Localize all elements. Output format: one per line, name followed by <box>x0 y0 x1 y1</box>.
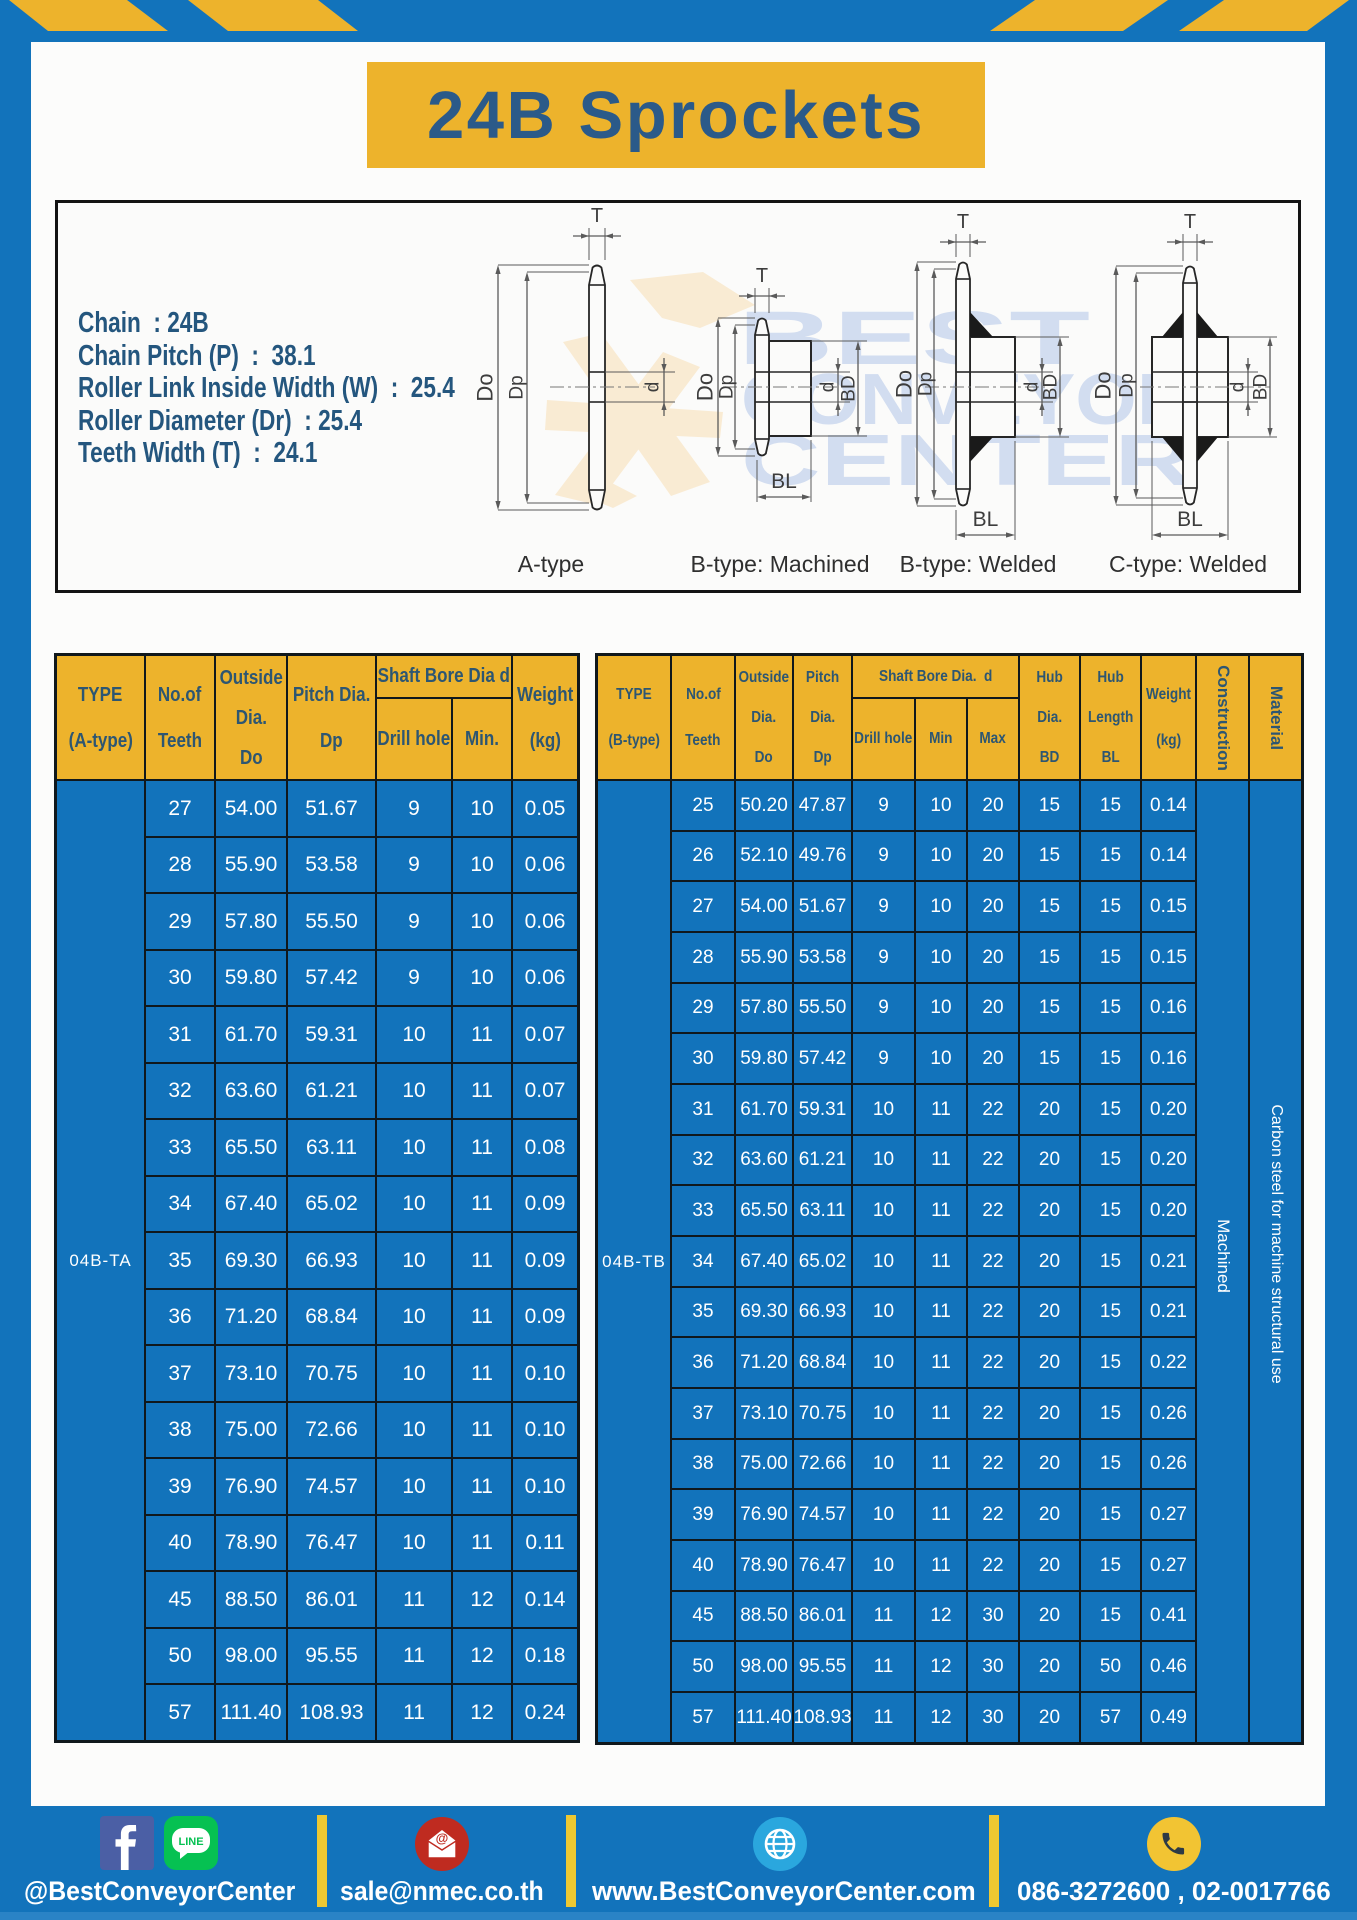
svg-text:Do: Do <box>693 373 718 401</box>
svg-text:B-type: Machined: B-type: Machined <box>691 551 870 577</box>
svg-text:A-type: A-type <box>518 551 584 577</box>
svg-text:Dp: Dp <box>507 375 528 399</box>
svg-text:C-type: Welded: C-type: Welded <box>1109 551 1267 577</box>
svg-text:@: @ <box>436 1831 449 1846</box>
svg-text:Dp: Dp <box>1117 373 1138 397</box>
svg-text:LINE: LINE <box>178 1836 203 1848</box>
svg-text:d: d <box>818 382 839 393</box>
svg-text:Do: Do <box>892 370 917 398</box>
svg-text:d: d <box>1228 382 1249 393</box>
svg-text:Dp: Dp <box>916 372 937 396</box>
svg-text:d: d <box>643 382 664 393</box>
svg-text:BD: BD <box>839 375 860 401</box>
svg-text:Do: Do <box>1091 371 1116 399</box>
svg-text:d: d <box>1022 382 1043 393</box>
svg-text:T: T <box>756 265 768 287</box>
svg-text:BL: BL <box>1177 508 1203 531</box>
svg-text:BD: BD <box>1251 374 1272 400</box>
svg-text:BD: BD <box>1041 374 1062 400</box>
svg-text:T: T <box>591 205 603 227</box>
svg-text:Dp: Dp <box>717 375 738 399</box>
svg-text:BL: BL <box>973 508 999 531</box>
svg-text:T: T <box>1184 211 1196 233</box>
svg-text:BL: BL <box>771 470 797 493</box>
svg-text:T: T <box>957 211 969 233</box>
svg-text:Do: Do <box>473 373 498 401</box>
svg-text:B-type: Welded: B-type: Welded <box>900 551 1057 577</box>
